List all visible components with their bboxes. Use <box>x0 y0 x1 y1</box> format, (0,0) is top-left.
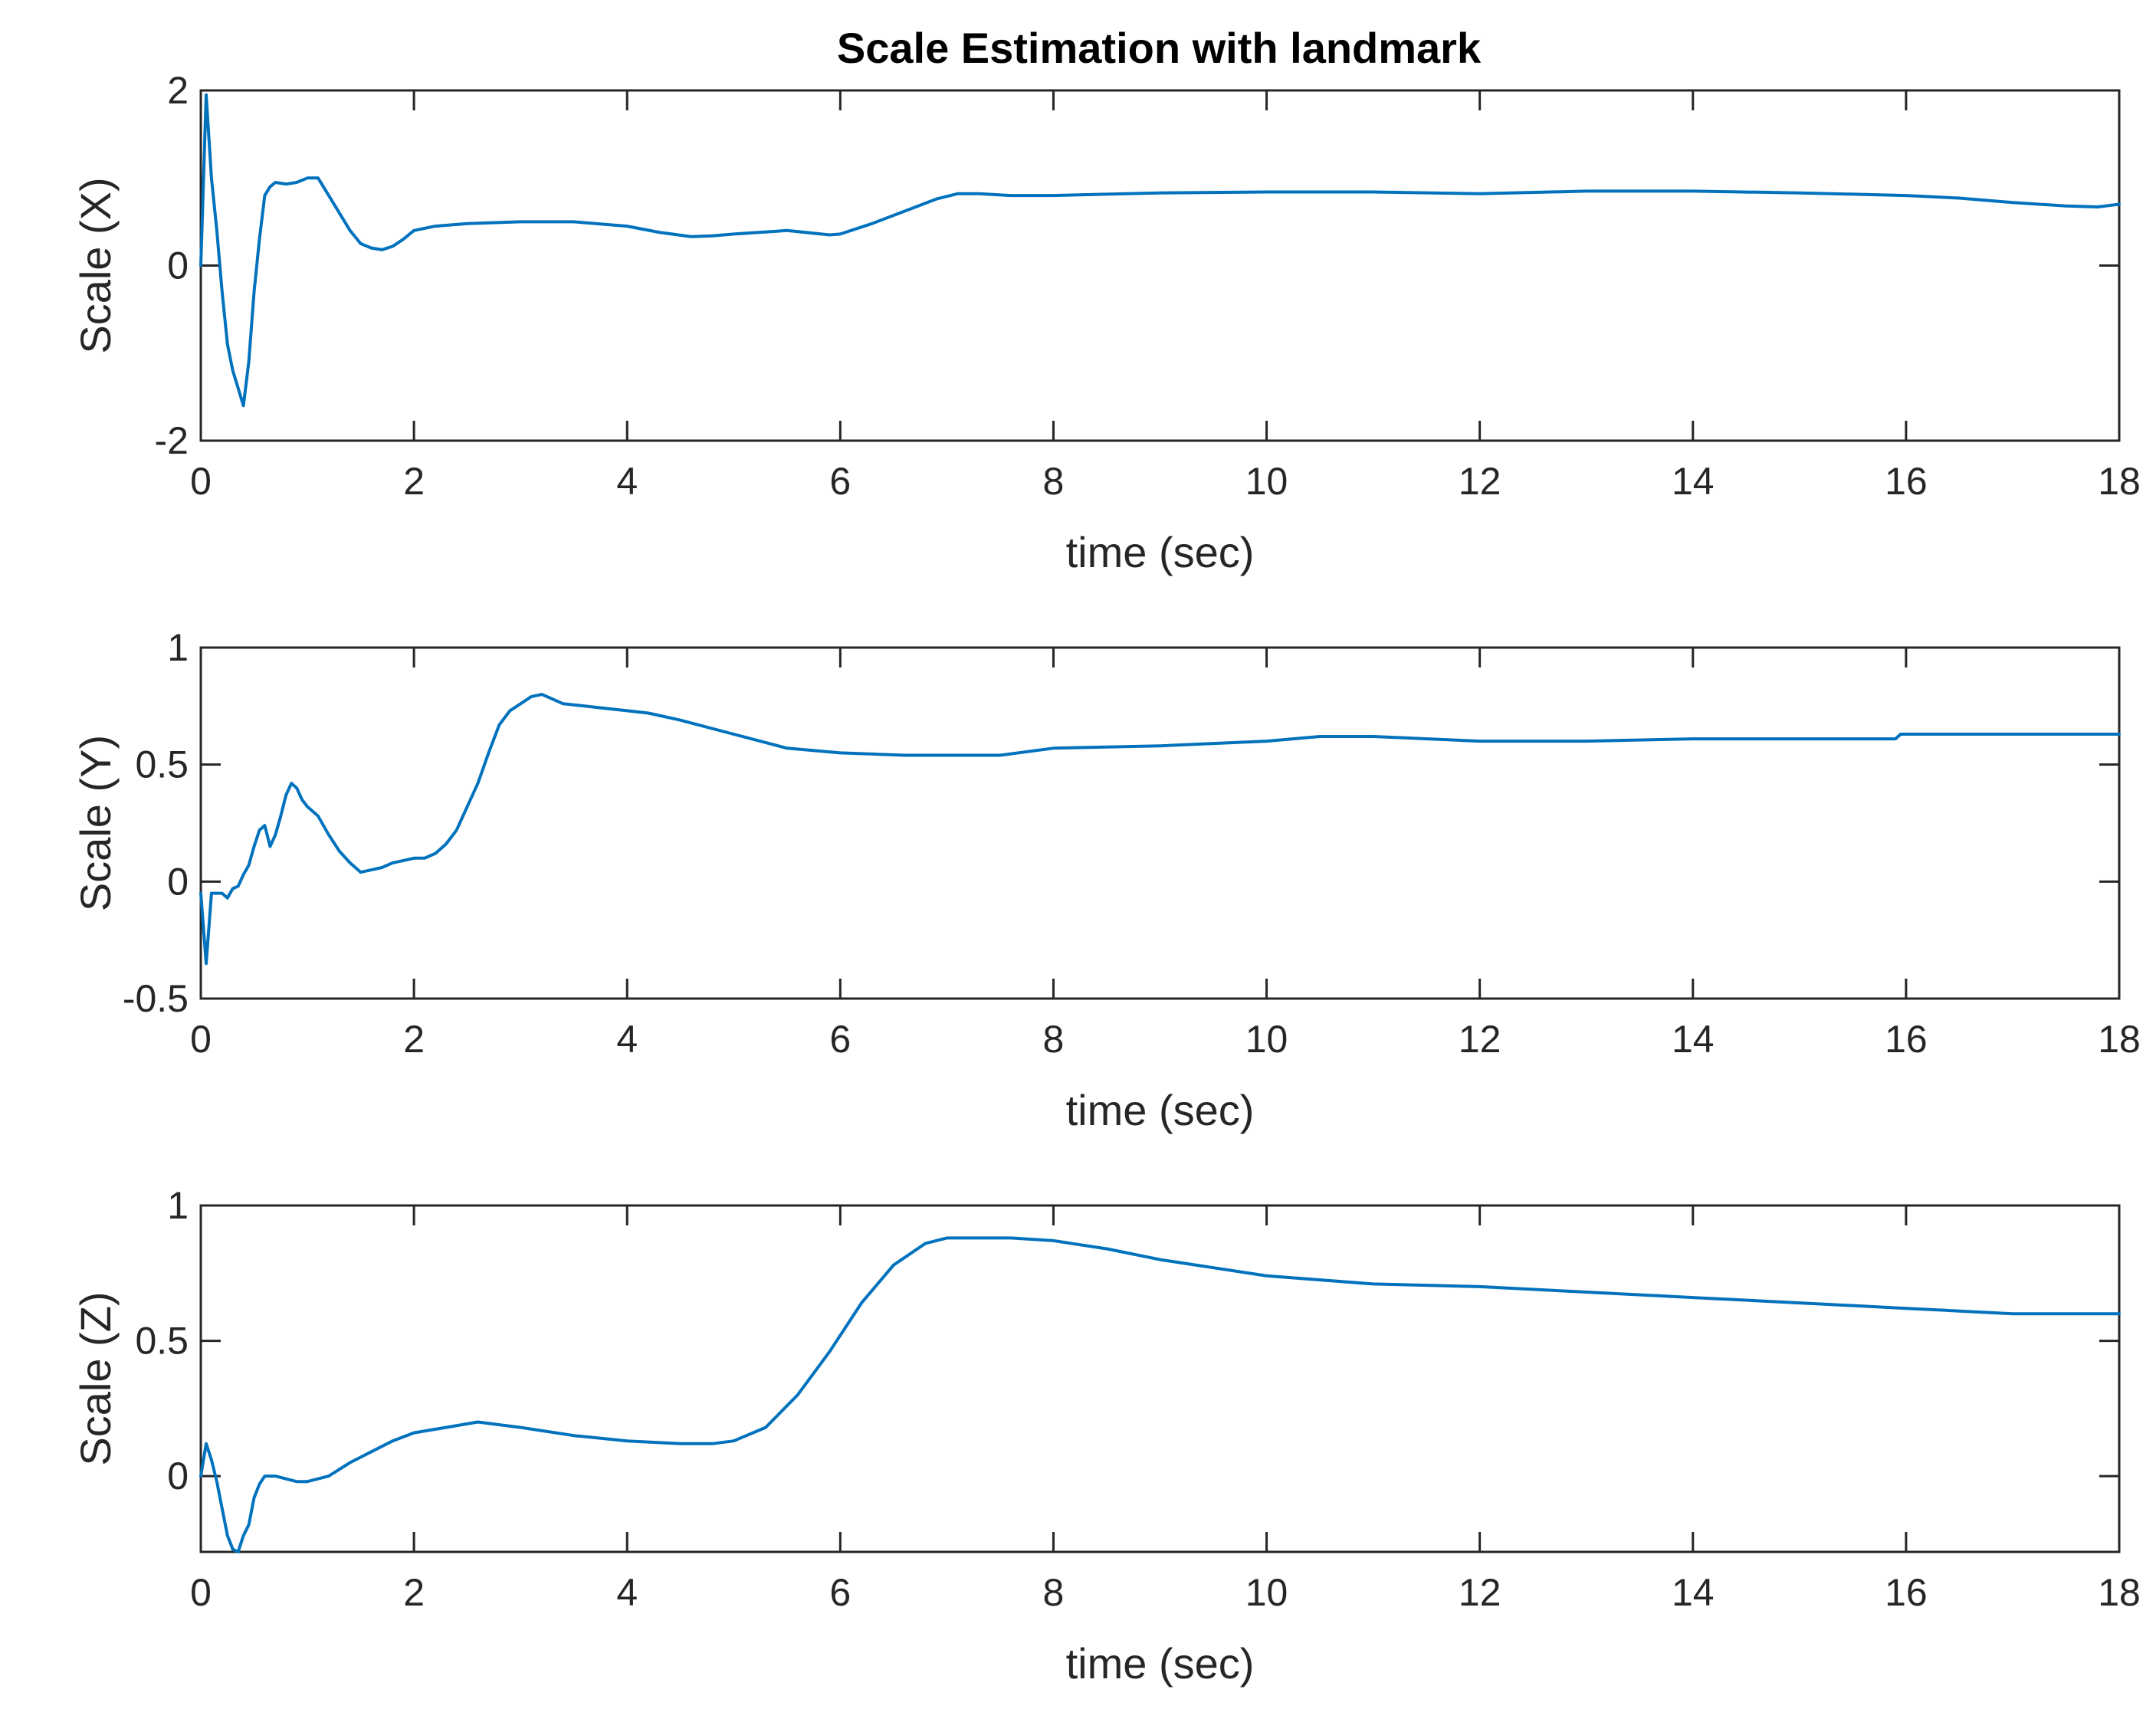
x-tick-label: 12 <box>1459 1018 1501 1061</box>
y-tick-label: 2 <box>167 69 189 112</box>
y-tick-label: 1 <box>167 626 189 669</box>
plot-frame <box>199 89 2121 442</box>
subplot-scale-z: 0 2 4 6 8 10 12 14 16 18 0 0.5 1 time (sec) Scale (Z) <box>71 1184 2141 1688</box>
plot-frame <box>199 646 2121 1000</box>
x-axis-label: time (sec) <box>1066 1639 1255 1688</box>
figure-title: Scale Estimation with landmark <box>837 24 1482 72</box>
x-tick-label: 18 <box>2098 1018 2141 1061</box>
x-tick-label: 14 <box>1672 1018 1715 1061</box>
x-tick-label: 8 <box>1043 1571 1065 1614</box>
x-tick-label: 12 <box>1459 460 1501 503</box>
y-tick-label: 1 <box>167 1184 189 1227</box>
series-line <box>199 93 2121 408</box>
x-tick-label: 6 <box>829 1018 851 1061</box>
y-tick-label: 0 <box>167 1455 189 1497</box>
x-tick-label: 0 <box>190 460 212 503</box>
x-tick-label: 4 <box>616 1571 638 1614</box>
x-axis-label: time (sec) <box>1066 1086 1255 1134</box>
x-tick-label: 18 <box>2098 1571 2141 1614</box>
x-tick-label: 0 <box>190 1018 212 1061</box>
y-tick-label: 0.5 <box>135 743 189 786</box>
x-tick-label: 6 <box>829 1571 851 1614</box>
x-tick-label: 16 <box>1885 1018 1928 1061</box>
y-axis-label: Scale (X) <box>71 177 120 353</box>
x-tick-label: 2 <box>403 460 425 503</box>
x-tick-label: 0 <box>190 1571 212 1614</box>
x-tick-label: 18 <box>2098 460 2141 503</box>
y-tick-label: -0.5 <box>123 977 189 1020</box>
x-tick-label: 10 <box>1245 460 1288 503</box>
x-tick-label: 4 <box>616 1018 638 1061</box>
x-tick-label: 6 <box>829 460 851 503</box>
y-tick-label: 0.5 <box>135 1320 189 1363</box>
y-tick-label: 0 <box>167 244 189 287</box>
x-tick-label: 16 <box>1885 460 1928 503</box>
y-axis-label: Scale (Z) <box>71 1291 120 1465</box>
x-tick-label: 14 <box>1672 460 1715 503</box>
series-line <box>199 1236 2121 1553</box>
x-tick-label: 10 <box>1245 1018 1288 1061</box>
x-tick-label: 16 <box>1885 1571 1928 1614</box>
x-tick-label: 8 <box>1043 460 1065 503</box>
x-tick-label: 8 <box>1043 1018 1065 1061</box>
y-tick-label: 0 <box>167 860 189 903</box>
y-axis-label: Scale (Y) <box>71 735 120 911</box>
plot-frame <box>199 1204 2121 1553</box>
x-tick-label: 4 <box>616 460 638 503</box>
x-axis-label: time (sec) <box>1066 528 1255 576</box>
y-tick-label: -2 <box>155 419 189 462</box>
x-tick-label: 14 <box>1672 1571 1715 1614</box>
x-tick-label: 12 <box>1459 1571 1501 1614</box>
series-line <box>199 693 2121 966</box>
x-tick-label: 2 <box>403 1571 425 1614</box>
x-tick-label: 10 <box>1245 1571 1288 1614</box>
x-tick-label: 2 <box>403 1018 425 1061</box>
